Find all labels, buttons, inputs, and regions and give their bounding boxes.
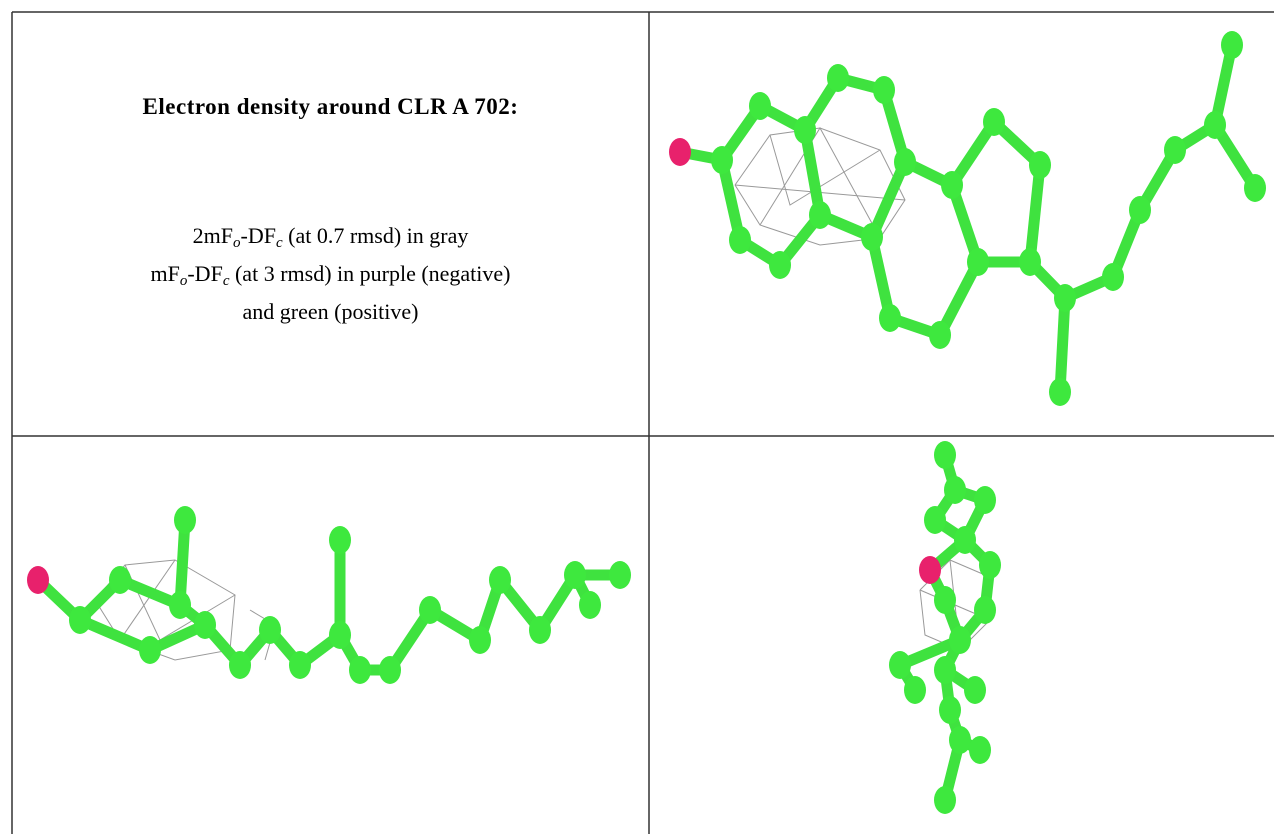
atom [489, 566, 511, 594]
atom [974, 486, 996, 514]
legend-line: and green (positive) [12, 293, 649, 331]
atom [174, 506, 196, 534]
atom [289, 651, 311, 679]
atom [1244, 174, 1266, 202]
atom [1221, 31, 1243, 59]
title: Electron density around CLR A 702: [12, 94, 649, 120]
atom [794, 116, 816, 144]
subscript: c [276, 235, 283, 251]
text: 2mF [193, 223, 233, 248]
atom [1129, 196, 1151, 224]
atom [711, 146, 733, 174]
atom [729, 226, 751, 254]
text: and green (positive) [243, 299, 419, 324]
atom [329, 621, 351, 649]
atom [259, 616, 281, 644]
bond [1030, 165, 1040, 262]
atom [873, 76, 895, 104]
atom [889, 651, 911, 679]
legend-line: 2mFo-DFc (at 0.7 rmsd) in gray [12, 217, 649, 255]
atom [329, 526, 351, 554]
atom [964, 676, 986, 704]
atom [979, 551, 1001, 579]
atom [1029, 151, 1051, 179]
legend-line: mFo-DFc (at 3 rmsd) in purple (negative) [12, 255, 649, 293]
bond [80, 620, 150, 650]
atom [861, 223, 883, 251]
atom [949, 726, 971, 754]
atom [349, 656, 371, 684]
atom [949, 626, 971, 654]
atom [27, 566, 49, 594]
subscript: o [233, 235, 241, 251]
density-mesh [770, 135, 880, 205]
text: (at 3 rmsd) in purple (negative) [229, 261, 510, 286]
atom [944, 476, 966, 504]
text: -DF [187, 261, 222, 286]
atom [974, 596, 996, 624]
atom [983, 108, 1005, 136]
atom [109, 566, 131, 594]
atom [194, 611, 216, 639]
atom [609, 561, 631, 589]
text-cell: Electron density around CLR A 702: 2mFo-… [12, 12, 649, 436]
text: (at 0.7 rmsd) in gray [283, 223, 469, 248]
atom [669, 138, 691, 166]
atom [809, 201, 831, 229]
atom [934, 586, 956, 614]
atom [879, 304, 901, 332]
atom [1019, 248, 1041, 276]
bond [1060, 298, 1065, 392]
atom [967, 248, 989, 276]
atom [954, 526, 976, 554]
atom [1054, 284, 1076, 312]
atom [969, 736, 991, 764]
atom [939, 696, 961, 724]
atom [1049, 378, 1071, 406]
atom [924, 506, 946, 534]
atom [827, 64, 849, 92]
atom [229, 651, 251, 679]
atom [69, 606, 91, 634]
atom [941, 171, 963, 199]
atom [929, 321, 951, 349]
atom [379, 656, 401, 684]
atom [1164, 136, 1186, 164]
atom [934, 441, 956, 469]
atom [749, 92, 771, 120]
text: mF [151, 261, 180, 286]
atom [564, 561, 586, 589]
atom [769, 251, 791, 279]
atom [904, 676, 926, 704]
atom [1204, 111, 1226, 139]
atom [579, 591, 601, 619]
atom [934, 656, 956, 684]
atom [139, 636, 161, 664]
atom [169, 591, 191, 619]
text: -DF [241, 223, 276, 248]
atom [1102, 263, 1124, 291]
atom [419, 596, 441, 624]
atom [894, 148, 916, 176]
atom [934, 786, 956, 814]
atom [529, 616, 551, 644]
atom [919, 556, 941, 584]
atom [469, 626, 491, 654]
page: Electron density around CLR A 702: 2mFo-… [0, 0, 1274, 834]
